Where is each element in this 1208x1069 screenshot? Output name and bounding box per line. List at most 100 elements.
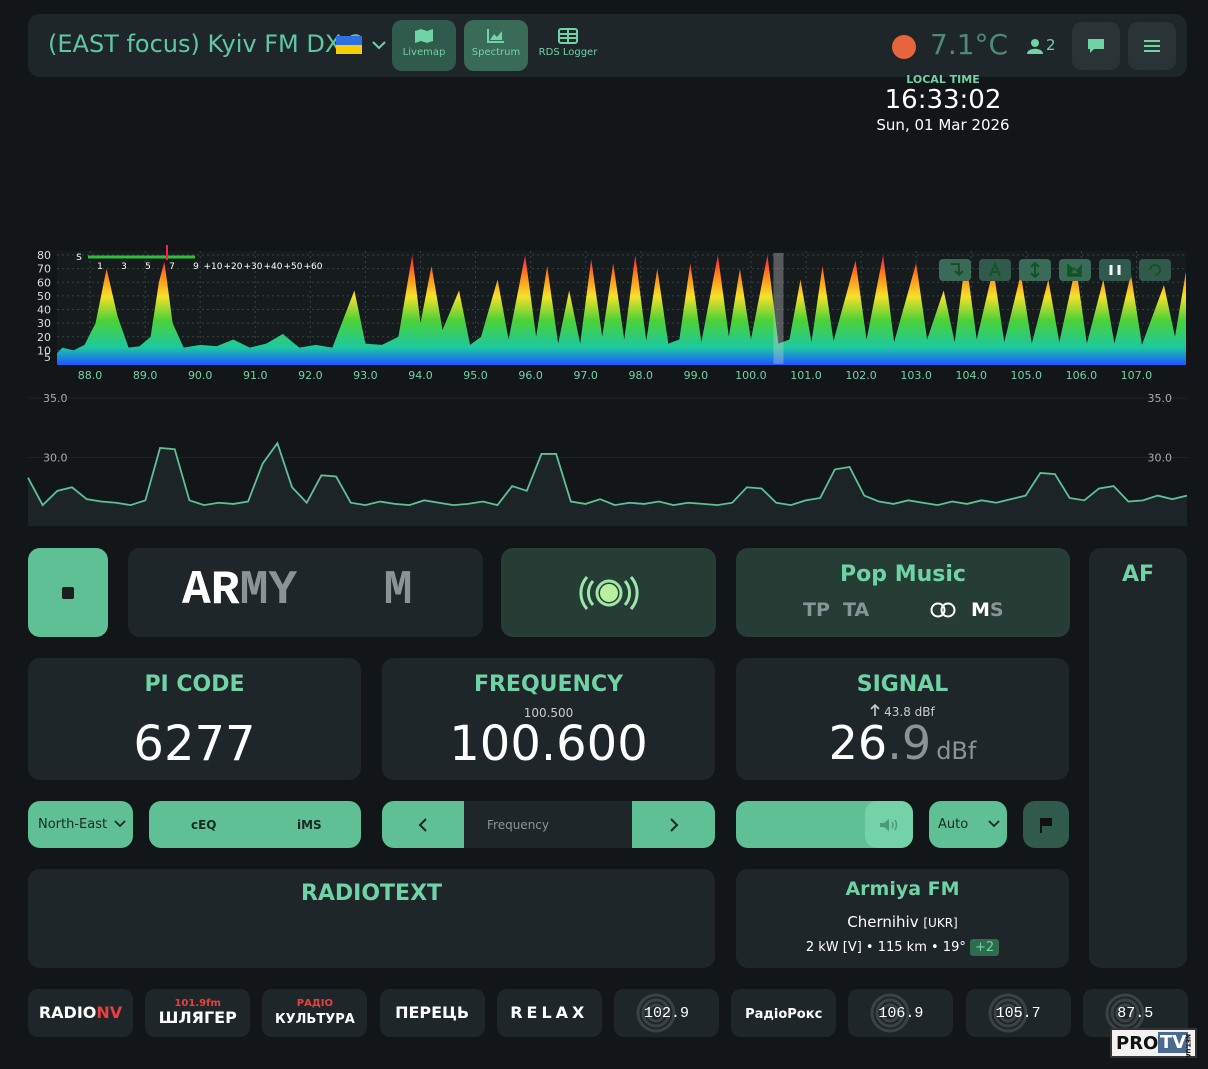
tool-button[interactable]	[1099, 259, 1131, 281]
tune-up[interactable]	[632, 801, 715, 848]
nav-label: RDS Logger	[538, 47, 598, 58]
pi-code: 6277	[133, 716, 256, 772]
tool-button[interactable]	[979, 259, 1011, 281]
nav-rds-logger[interactable]: RDS Logger	[536, 20, 600, 71]
x-tick-label: 105.0	[1011, 369, 1043, 382]
signal-peak-row: 43.8 dBf	[736, 703, 1069, 719]
menu-button[interactable]	[1128, 22, 1176, 70]
ms-flag: MS	[971, 599, 1004, 621]
station-info: 2 kW [V] • 115 km • 19° +2	[736, 939, 1069, 956]
preset-button[interactable]: RELAX	[496, 989, 602, 1037]
map-icon	[415, 29, 433, 43]
preset-name: КУЛЬТУРА	[274, 1011, 355, 1027]
y-tick-label: 30.0	[43, 452, 68, 465]
ring	[1115, 1003, 1135, 1023]
preset-button[interactable]: ПЕРЕЦЬ	[379, 989, 485, 1037]
signal-int: 26	[828, 716, 888, 770]
arrow-up-icon	[870, 703, 880, 716]
station-itu: [UKR]	[923, 916, 958, 930]
nav-spectrum[interactable]: Spectrum	[464, 20, 528, 71]
more-stations[interactable]: +2	[969, 939, 1000, 956]
station-panel: Armiya FM Chernihiv [UKR] 2 kW [V] • 115…	[736, 869, 1069, 968]
watermark-tag: NET.UA	[1184, 1034, 1191, 1058]
preset-button[interactable]: 102.9	[614, 989, 719, 1037]
volume-slider[interactable]	[736, 801, 913, 848]
preset-button[interactable]: 105.7	[965, 989, 1071, 1037]
smeter-label: S	[76, 253, 82, 263]
frequency-title: FREQUENCY	[473, 672, 624, 697]
previous-frequency: 100.500	[523, 706, 574, 720]
x-tick-label: 95.0	[463, 369, 488, 382]
ring	[988, 993, 1028, 1033]
tool-icon	[1067, 263, 1082, 277]
smeter-label: 5	[145, 262, 151, 272]
tool-icon	[1109, 265, 1121, 275]
preset-button[interactable]: РАДІО КУЛЬТУРА	[262, 989, 368, 1037]
agc-value: Auto	[938, 817, 969, 832]
chevron-left	[418, 817, 427, 832]
speaker-icon	[880, 818, 898, 831]
chevron-right	[669, 817, 678, 832]
preset-logo: RADIONV	[38, 1002, 122, 1022]
tool-button[interactable]	[1139, 259, 1171, 281]
signal-panel: SIGNAL 43.8 dBf 26.9 dBf	[736, 658, 1069, 780]
signal-graph: 35.035.030.030.025.025.0	[27, 392, 1188, 526]
frequency-input[interactable]: Frequency	[487, 818, 549, 832]
stop-button[interactable]	[28, 548, 108, 637]
tool-button[interactable]	[939, 259, 971, 281]
preset-button[interactable]: 106.9	[848, 989, 954, 1037]
ring	[875, 998, 905, 1028]
ring	[1110, 998, 1140, 1028]
users-icon	[1027, 39, 1043, 54]
smeter-label: +10	[204, 262, 223, 272]
flag-button[interactable]	[1023, 801, 1069, 848]
ims-button[interactable]: iMS	[297, 818, 322, 832]
tool-icon	[1030, 261, 1040, 279]
preset-button[interactable]: RADIONV	[28, 989, 133, 1037]
chat-button[interactable]	[1072, 22, 1120, 70]
ps-panel: ARMY M	[128, 548, 483, 637]
nav-livemap[interactable]: Livemap	[392, 20, 456, 71]
antenna-select[interactable]: North-East	[28, 801, 133, 848]
radiotext-title: RADIOTEXT	[300, 881, 443, 906]
eq-toggle[interactable]: cEQ iMS	[149, 801, 361, 848]
ring	[998, 1003, 1018, 1023]
x-tick-label: 103.0	[900, 369, 932, 382]
preset-name: RADIO	[38, 1002, 97, 1022]
chevron	[988, 820, 1000, 828]
ring	[646, 1003, 666, 1023]
agc-select[interactable]: Auto	[929, 801, 1007, 848]
preset-button[interactable]: РадіоРокс	[731, 989, 837, 1037]
broadcast-icon	[578, 575, 639, 610]
y-tick-label: 35.0	[43, 392, 68, 405]
header-bar: (EAST focus) Kyiv FM DX 2 Livemap Spectr…	[28, 14, 1187, 77]
x-tick-label: 99.0	[684, 369, 709, 382]
server-title[interactable]: (EAST focus) Kyiv FM DX 2	[48, 30, 365, 58]
x-tick-label: 91.0	[243, 369, 268, 382]
preset-name: РадіоРокс	[745, 1006, 823, 1022]
dropdown-chevron[interactable]	[372, 40, 386, 50]
preset-logo: ПЕРЕЦЬ	[395, 1004, 469, 1022]
preset-accent: РАДІО	[296, 998, 333, 1010]
volume-knob[interactable]	[865, 801, 913, 848]
ceq-button[interactable]: cEQ	[191, 818, 217, 832]
pty: Pop Music	[840, 562, 966, 587]
preset-button[interactable]: 101.9fm ШЛЯГЕР	[145, 989, 251, 1037]
tune-down[interactable]	[382, 801, 464, 848]
signal-unit: dBf	[936, 737, 977, 765]
preset-frequency: 105.7	[995, 1004, 1041, 1022]
radiotext-panel: RADIOTEXT	[28, 869, 715, 968]
signal-area	[28, 443, 1187, 526]
audio-panel[interactable]	[501, 548, 716, 637]
ta-flag: TA	[843, 599, 870, 621]
y-tick-label: 20	[37, 331, 51, 344]
tuned-marker	[773, 253, 784, 364]
y-tick-label: 60	[37, 276, 51, 289]
y2-tick-label: 35.0	[1148, 392, 1173, 405]
af-title: AF	[1121, 562, 1155, 587]
x-tick-label: 94.0	[408, 369, 433, 382]
y-tick-label: 70	[37, 263, 51, 276]
y-tick-label: 50	[37, 290, 51, 303]
preset-logo: РадіоРокс	[745, 1005, 822, 1022]
